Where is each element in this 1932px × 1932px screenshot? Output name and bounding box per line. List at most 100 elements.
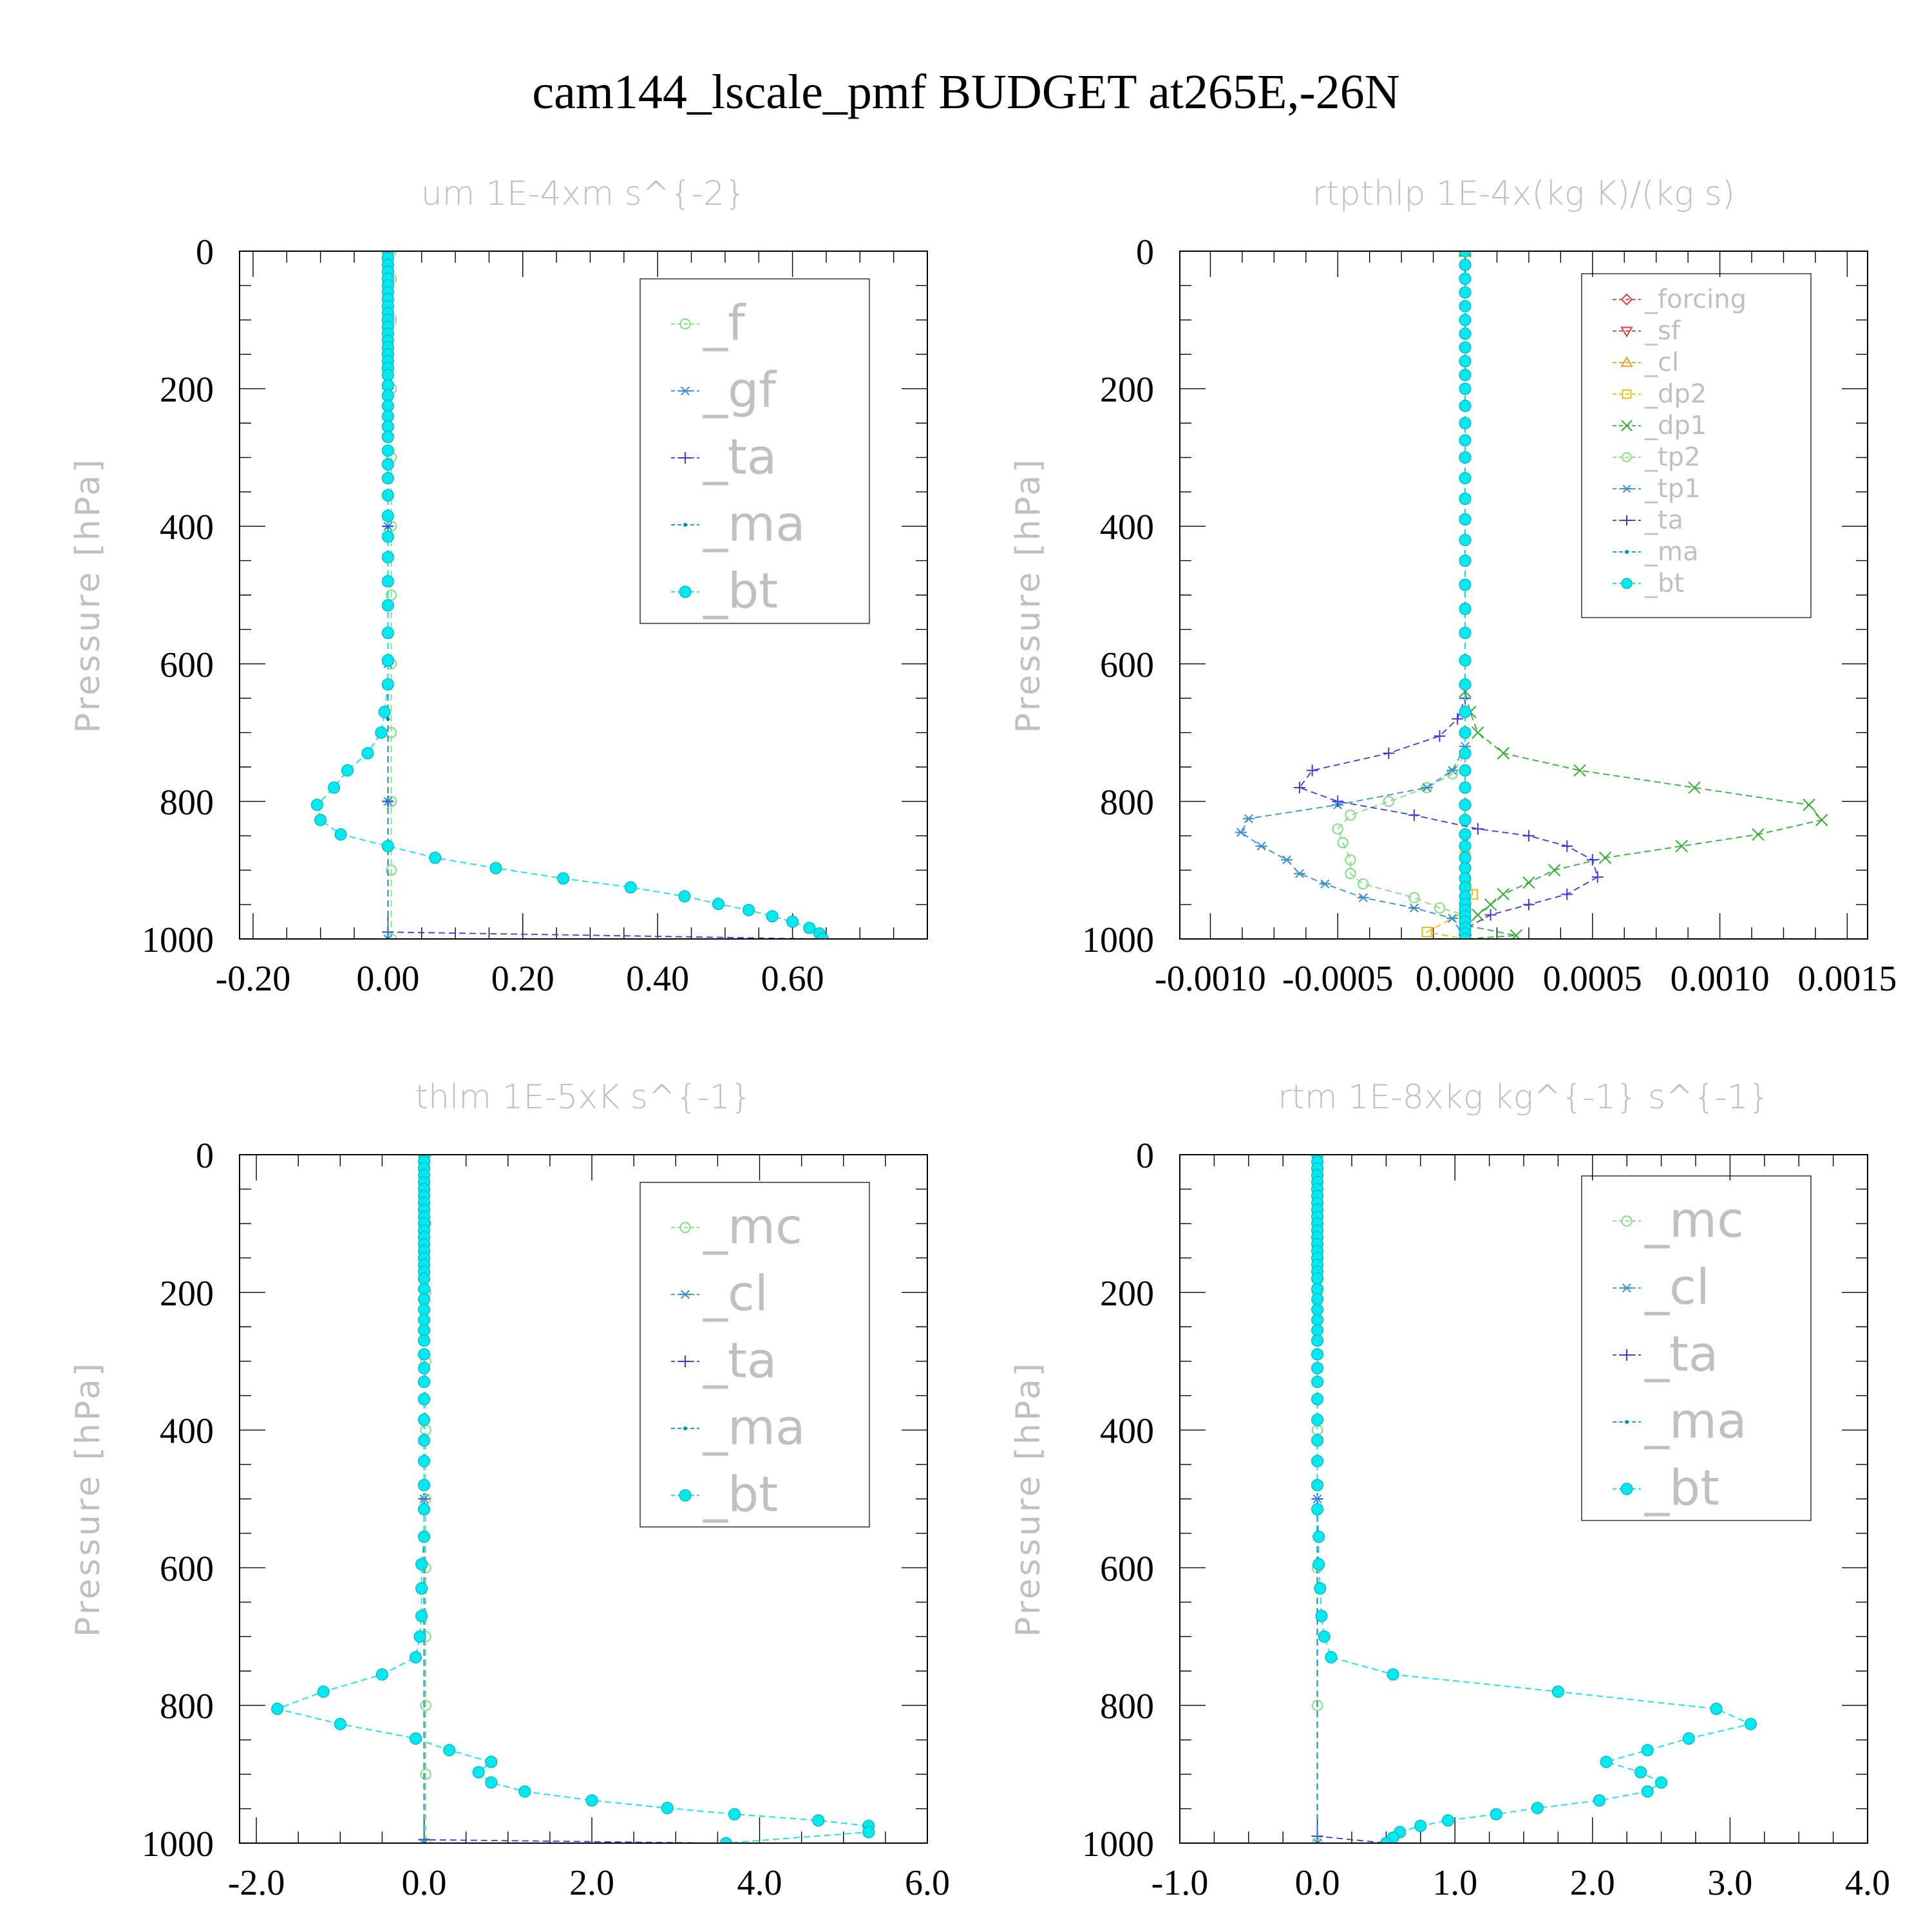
data-point <box>1459 258 1472 271</box>
x-tick-label: 4.0 <box>1845 1863 1890 1903</box>
data-point <box>381 489 394 502</box>
figure-title: cam144_lscale_pmf BUDGET at265E,-26N <box>532 65 1399 119</box>
data-point <box>1387 1668 1399 1681</box>
data-point <box>1459 492 1472 505</box>
data-point <box>1325 1651 1338 1663</box>
x-tick-label: 4.0 <box>737 1863 782 1903</box>
data-point <box>334 828 347 841</box>
legend-marker <box>679 1222 691 1233</box>
data-point <box>1459 678 1472 691</box>
x-tick-label: 3.0 <box>1707 1863 1752 1903</box>
data-point <box>1459 554 1472 567</box>
data-point <box>381 627 394 639</box>
data-point <box>1641 1744 1654 1757</box>
data-point <box>1332 795 1344 808</box>
data-point <box>1459 368 1472 381</box>
data-point <box>1408 809 1420 821</box>
data-point <box>1484 898 1497 911</box>
data-point <box>1345 867 1356 880</box>
x-tick-label: 0.00 <box>356 959 419 999</box>
data-point <box>415 1582 428 1595</box>
legend-label: _cl <box>1644 1258 1710 1315</box>
data-point <box>310 799 323 811</box>
data-point <box>1752 828 1765 841</box>
data-point <box>1459 828 1472 841</box>
x-tick-label: -2.0 <box>228 1863 285 1903</box>
data-point <box>381 379 394 392</box>
x-tick-label: 0.0 <box>1295 1863 1340 1903</box>
data-point <box>1452 713 1464 725</box>
data-point <box>1311 1838 1323 1843</box>
data-point <box>381 368 394 381</box>
data-point <box>375 726 388 739</box>
data-point <box>1434 730 1446 742</box>
plot-frame <box>1179 1154 1868 1844</box>
y-tick-label: 200 <box>1100 1274 1154 1314</box>
data-point <box>1383 795 1395 808</box>
x-tick-label: 0.0015 <box>1797 959 1897 999</box>
data-point <box>1459 840 1472 853</box>
series-line <box>1316 1155 1387 1843</box>
data-point <box>1744 1718 1757 1730</box>
data-point <box>1311 1293 1324 1305</box>
data-point <box>1311 1334 1324 1347</box>
legend-label: _ta <box>703 428 777 485</box>
y-tick-label: 800 <box>160 782 214 822</box>
data-point <box>1255 841 1267 851</box>
data-point <box>1561 888 1573 900</box>
series-_dp1 <box>1459 251 1828 939</box>
data-point <box>712 1837 724 1843</box>
y-tick-label: 600 <box>160 645 214 685</box>
x-tick-label: 0.0005 <box>1543 959 1642 999</box>
data-point <box>415 1609 428 1622</box>
data-point <box>812 1814 825 1827</box>
data-point <box>381 410 394 422</box>
legend-marker <box>679 1289 691 1300</box>
series-_bt <box>1459 251 1472 939</box>
data-point <box>375 1668 388 1681</box>
data-point <box>678 890 691 903</box>
legend-label: _tp1 <box>1644 474 1701 504</box>
y-tick-label: 1000 <box>1082 1824 1154 1864</box>
data-point <box>485 1756 498 1768</box>
data-point <box>1459 747 1472 760</box>
x-tick-label: 0.0010 <box>1671 959 1770 999</box>
data-point <box>418 1479 431 1492</box>
legend-label: _bt <box>1644 1459 1719 1516</box>
legend-label: _cl <box>1644 348 1679 377</box>
data-point <box>1383 747 1395 759</box>
data-point <box>418 1314 431 1327</box>
data-point <box>381 471 394 484</box>
data-point <box>334 1718 346 1730</box>
data-point <box>485 1776 498 1789</box>
series-line <box>1337 251 1466 939</box>
legend-marker <box>679 585 692 598</box>
data-point <box>1442 1814 1455 1827</box>
data-point <box>418 1303 431 1316</box>
legend-label: _dp1 <box>1644 411 1707 440</box>
data-point <box>1281 855 1293 865</box>
data-point <box>1311 1700 1323 1711</box>
data-point <box>1414 1819 1427 1832</box>
legend-marker <box>1620 293 1633 306</box>
y-tick-label: 1000 <box>142 920 214 960</box>
y-tick-label: 0 <box>196 1136 214 1176</box>
data-point <box>381 420 394 433</box>
data-point <box>1459 286 1472 299</box>
data-point <box>1235 828 1247 837</box>
data-point <box>1306 764 1318 777</box>
series-line <box>275 1155 869 1843</box>
legend-label: _cl <box>703 1264 768 1321</box>
series-line <box>423 1155 718 1843</box>
legend-marker <box>1620 356 1633 367</box>
plot-area <box>310 251 829 939</box>
data-point <box>1459 434 1472 447</box>
data-point <box>381 530 394 543</box>
data-point <box>1459 781 1472 794</box>
series-_ta <box>418 1155 724 1843</box>
legend-marker <box>1622 389 1632 399</box>
legend-label: _bt <box>703 1465 778 1522</box>
data-point <box>1434 902 1446 914</box>
data-point <box>1408 903 1420 913</box>
data-point <box>1459 862 1472 875</box>
